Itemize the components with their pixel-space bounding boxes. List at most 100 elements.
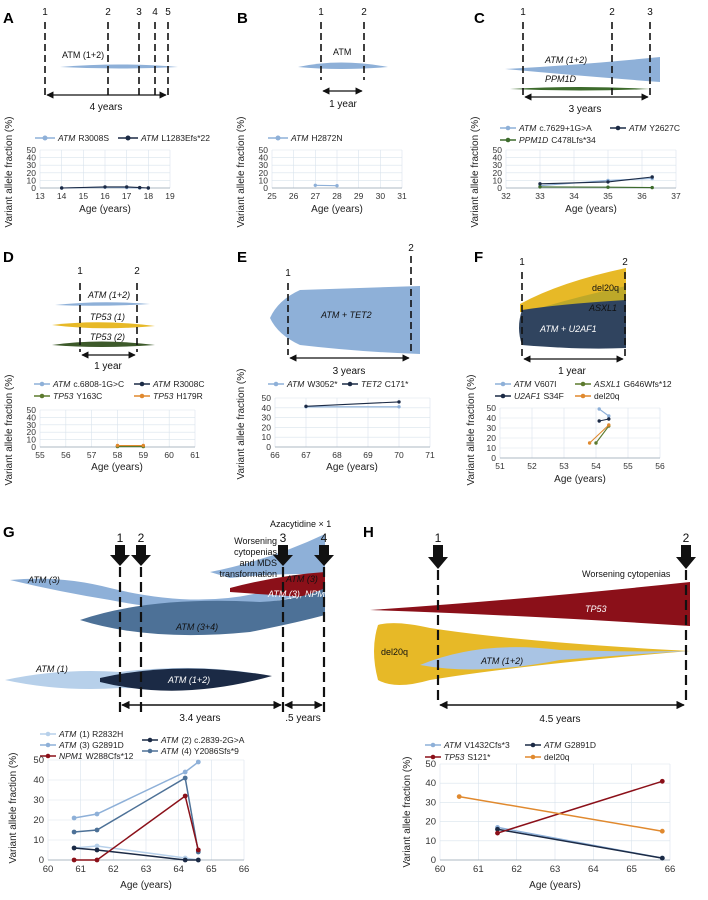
panel-d-chart: ATM c.6808-1G>C ATM R3008C TP53 Y163C TP53 H… — [4, 375, 205, 486]
y-tick-label: 10 — [27, 435, 37, 445]
timepoint-label: 2 — [609, 7, 615, 18]
duration-label: 1 year — [558, 366, 586, 377]
legend-gene: TET2 — [361, 379, 382, 389]
fish-label: ATM (1+2) — [167, 675, 210, 685]
y-axis-label: Variant allele fraction (%) — [466, 375, 477, 486]
timepoint-markers — [522, 22, 651, 95]
data-point — [146, 186, 150, 190]
fish-label: ATM (1+2) — [544, 55, 587, 65]
legend: ATM V607I ASXL1 G646Wfs*12 U2AF1 S34F del20… — [495, 379, 672, 401]
legend: ATM R3008S ATM L1283Efs*22 — [35, 133, 210, 143]
y-tick-label: 0 — [39, 855, 44, 866]
y-tick-label: 10 — [33, 835, 44, 846]
fish-label: ATM + U2AF1 — [539, 324, 597, 334]
data-point — [115, 443, 120, 448]
panel-f: F del20q ASXL1 ATM + U2AF1 1 2 1 year AT… — [466, 249, 672, 485]
x-tick-label: 64 — [173, 864, 184, 875]
legend-variant: Y163C — [76, 391, 102, 401]
duration-label: 3.4 years — [179, 713, 220, 724]
fish-label: ATM (3+4) — [175, 622, 218, 632]
annotation: Worsening cytopenias — [582, 569, 671, 579]
legend: ATM c.7629+1G>A ATM Y2627C PPM1D C478Lfs*34 — [500, 123, 680, 145]
y-tick-label: 0 — [263, 183, 268, 193]
legend-variant: G2891D — [564, 740, 596, 750]
data-point — [195, 759, 201, 765]
x-tick-label: 53 — [559, 461, 569, 471]
y-tick-label: 40 — [493, 153, 503, 163]
panel-b-letter: B — [237, 10, 248, 27]
x-tick-label: 66 — [239, 864, 250, 875]
fish-atm-clone — [298, 62, 388, 69]
legend-variant: c.7629+1G>A — [539, 123, 592, 133]
series-line — [74, 776, 200, 853]
timepoint-label: 2 — [134, 266, 140, 277]
y-tick-label: 30 — [33, 795, 44, 806]
x-tick-label: 68 — [332, 450, 342, 460]
legend-gene: ATM — [160, 735, 179, 745]
y-axis-label: Variant allele fraction (%) — [236, 117, 247, 228]
x-tick-label: 62 — [511, 864, 522, 875]
timepoint-label: 3 — [280, 531, 287, 545]
fish-atm34-clone — [80, 588, 325, 636]
panel-h-chart: ATM V1432Cfs*3 ATM G2891D TP53 S121* del20q… — [402, 740, 675, 891]
x-tick-label: 31 — [397, 191, 407, 201]
legend-variant: del20q — [544, 752, 570, 762]
legend: ATM (1) R2832H ATM (3) G2891D NPM1 W288Cfs*… — [40, 729, 245, 761]
data-point — [587, 441, 592, 445]
x-axis-label: Age (years) — [120, 880, 172, 891]
fish-label: TP53 (2) — [90, 332, 125, 342]
fish-label: ASXL1 — [588, 303, 617, 313]
panel-f-letter: F — [474, 249, 483, 266]
legend-gene: ATM — [543, 740, 562, 750]
legend-gene: ATM — [513, 379, 532, 389]
x-tick-label: 13 — [35, 191, 45, 201]
x-tick-label: 56 — [655, 461, 665, 471]
timepoint-label: 2 — [622, 257, 628, 268]
legend-variant: S34F — [543, 391, 563, 401]
x-tick-label: 18 — [144, 191, 154, 201]
x-tick-label: 67 — [301, 450, 311, 460]
fish-atm-clone — [420, 647, 690, 670]
x-tick-label: 61 — [75, 864, 86, 875]
legend-gene: ATM — [52, 379, 71, 389]
x-tick-label: 54 — [591, 461, 601, 471]
data-point — [71, 845, 77, 851]
data-point — [335, 184, 339, 188]
legend-variant: c.6808-1G>C — [73, 379, 124, 389]
timepoint-markers — [436, 570, 688, 705]
timepoint-label: 2 — [683, 531, 690, 545]
data-point — [538, 182, 542, 186]
data-point — [659, 828, 665, 834]
data-point — [94, 843, 100, 849]
timepoint-label: 4 — [321, 531, 328, 545]
panel-g: G ATM (3) ATM (3) ATM (3+4) ATM (1) ATM … — [3, 519, 334, 891]
timepoint-label: 1 — [117, 531, 124, 545]
y-tick-label: 20 — [27, 168, 37, 178]
y-tick-label: 0 — [266, 442, 271, 452]
x-axis-label: Age (years) — [91, 462, 143, 473]
fish-tp53-1-clone — [52, 322, 155, 329]
x-axis-label: Age (years) — [554, 474, 606, 485]
timepoint-label: 1 — [318, 7, 324, 18]
y-tick-label: 50 — [27, 405, 37, 415]
x-tick-label: 16 — [100, 191, 110, 201]
timepoint-label: 2 — [105, 7, 111, 18]
y-tick-label: 30 — [27, 420, 37, 430]
legend-variant: L1283Efs*22 — [161, 133, 210, 143]
panel-h-letter: H — [363, 524, 374, 541]
fish-label: TP53 — [585, 604, 607, 614]
x-tick-label: 69 — [363, 450, 373, 460]
timepoint-markers — [287, 256, 412, 355]
legend-variant: W288Cfs*12 — [86, 751, 134, 761]
y-tick-label: 30 — [262, 413, 272, 423]
